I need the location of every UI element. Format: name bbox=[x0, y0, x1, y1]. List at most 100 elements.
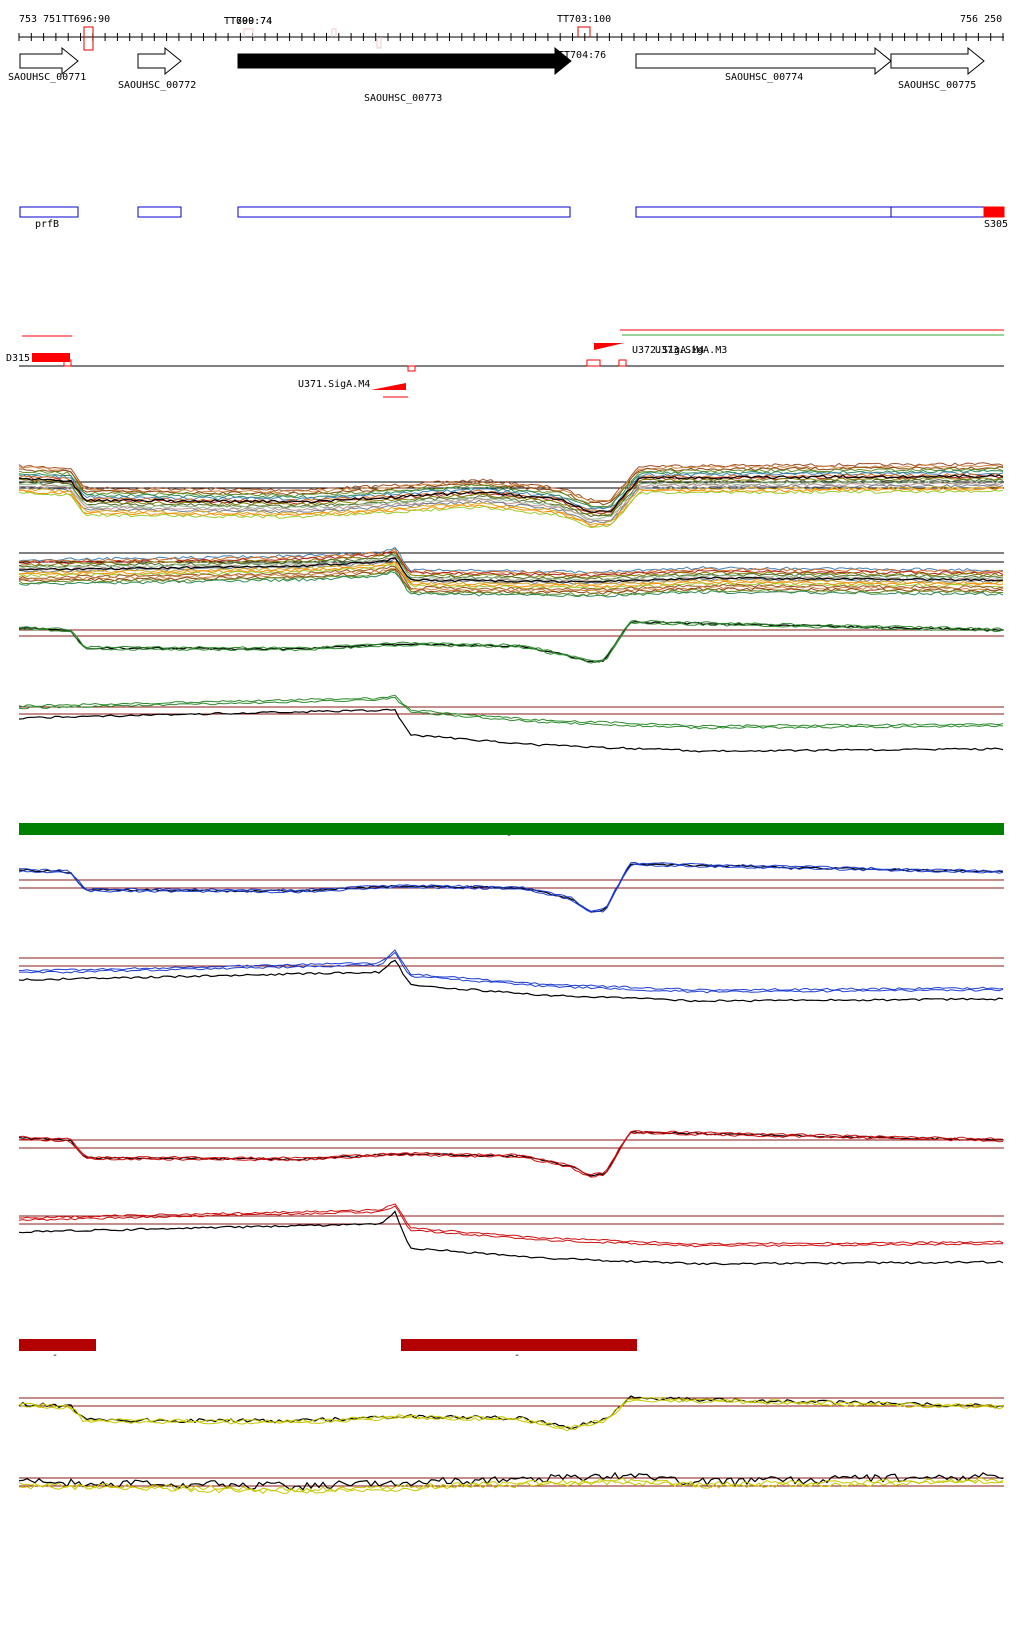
annotation-box bbox=[237, 206, 571, 218]
annotation-box bbox=[19, 206, 79, 218]
green-segment-bar bbox=[19, 823, 1004, 835]
condition-trace bbox=[18, 469, 1004, 509]
dark-red-segment-bar bbox=[19, 1339, 96, 1351]
yellow-trace bbox=[18, 1396, 1004, 1429]
black-trace bbox=[18, 621, 1004, 663]
annotation-label: S305 bbox=[984, 219, 1009, 230]
condition-trace bbox=[18, 487, 1004, 528]
promoter-glyph bbox=[594, 343, 624, 365]
transcript-start-block bbox=[32, 353, 70, 362]
green-trace bbox=[18, 696, 1004, 730]
terminator-label: TT696:90 bbox=[62, 14, 111, 25]
annotation-box bbox=[635, 206, 892, 218]
transcript-label: U371.SigA.M4 bbox=[298, 379, 371, 390]
terminator-glyph bbox=[83, 26, 94, 37]
condition-trace bbox=[18, 474, 1004, 513]
condition-trace bbox=[18, 565, 1004, 591]
blue-trace bbox=[18, 861, 1004, 912]
ruler-start-label: 753 751 bbox=[19, 14, 62, 25]
condition-trace bbox=[18, 556, 1004, 584]
condition-trace bbox=[18, 551, 1004, 578]
ruler-end-label: 756 250 bbox=[960, 14, 1003, 25]
dark-red-segment-bar bbox=[401, 1339, 637, 1351]
condition-trace bbox=[18, 553, 1004, 581]
condition-trace bbox=[18, 557, 1004, 583]
ruler-ticks bbox=[18, 33, 1004, 41]
transcript-label: U373.SigA.M3 bbox=[655, 345, 728, 356]
annotation-label: prfB bbox=[35, 219, 60, 230]
condition-trace bbox=[18, 555, 1004, 582]
transcript-label: D315 bbox=[6, 353, 31, 364]
green-trace bbox=[18, 694, 1004, 728]
condition-trace bbox=[18, 561, 1004, 587]
condition-trace bbox=[18, 546, 1004, 574]
gene-label: SAOUHSC_00773 bbox=[364, 93, 443, 104]
segment-mark: - bbox=[52, 1350, 59, 1361]
terminator-label: TT703:100 bbox=[557, 14, 612, 25]
blue-trace bbox=[18, 949, 1004, 992]
gene-arrow bbox=[890, 46, 985, 76]
red-trace bbox=[18, 1131, 1004, 1178]
condition-trace bbox=[18, 478, 1004, 518]
annotation-box bbox=[137, 206, 182, 218]
gene-arrow bbox=[19, 46, 79, 76]
condition-trace bbox=[18, 489, 1004, 529]
annotation-box-red bbox=[983, 206, 1005, 218]
terminator-glyph bbox=[331, 28, 337, 37]
segment-bars bbox=[19, 823, 1004, 1351]
black-trace bbox=[18, 1471, 1004, 1491]
terminator-glyph bbox=[243, 28, 254, 37]
condition-trace bbox=[18, 482, 1004, 522]
gene-label: SAOUHSC_00771 bbox=[8, 72, 87, 83]
terminator-glyphs bbox=[83, 26, 591, 51]
blue-trace bbox=[18, 863, 1004, 913]
annotation-track bbox=[19, 206, 1005, 218]
terminator-label: TT704:76 bbox=[558, 50, 607, 61]
green-trace bbox=[18, 622, 1004, 664]
gene-label: SAOUHSC_00772 bbox=[118, 80, 197, 91]
black-trace bbox=[18, 1210, 1004, 1266]
blue-trace bbox=[19, 951, 1004, 994]
red-trace bbox=[18, 1130, 1004, 1176]
black-trace bbox=[18, 959, 1004, 1003]
gene-arrow-highlighted bbox=[237, 46, 572, 76]
red-trace bbox=[18, 1205, 1004, 1248]
terminator-glyph bbox=[376, 37, 382, 49]
terminator-label: TT699:74 bbox=[224, 16, 273, 27]
condition-trace bbox=[18, 571, 1004, 598]
condition-trace bbox=[18, 474, 1004, 514]
terminator-glyph bbox=[83, 37, 94, 51]
gene-arrow bbox=[635, 46, 892, 76]
terminator-glyph bbox=[577, 26, 591, 37]
transcript-label: U372.SigA.M4 bbox=[632, 345, 705, 356]
condition-trace bbox=[18, 471, 1004, 510]
segment-mark: - bbox=[506, 830, 513, 841]
annotation-box bbox=[890, 206, 985, 218]
condition-trace bbox=[18, 561, 1004, 588]
green-trace bbox=[18, 619, 1004, 662]
black-trace bbox=[18, 708, 1004, 753]
transcript-track bbox=[19, 329, 1004, 398]
gene-track bbox=[19, 46, 985, 76]
condition-trace bbox=[19, 480, 1004, 520]
coordinate-ruler bbox=[18, 33, 1004, 41]
condition-trace bbox=[18, 485, 1004, 526]
condition-trace bbox=[18, 464, 1004, 503]
red-trace bbox=[19, 1203, 1004, 1246]
gene-label: SAOUHSC_00775 bbox=[898, 80, 977, 91]
black-trace bbox=[18, 1395, 1004, 1430]
promoter-glyph bbox=[371, 367, 406, 390]
gene-label: SAOUHSC_00774 bbox=[725, 72, 804, 83]
condition-trace bbox=[18, 484, 1004, 524]
terminator-label: TT700:74 bbox=[224, 16, 273, 27]
expression-traces bbox=[18, 462, 1004, 1495]
yellow-trace bbox=[18, 1477, 1004, 1493]
gene-arrow bbox=[137, 46, 182, 76]
condition-trace bbox=[18, 476, 1004, 517]
yellow-trace bbox=[18, 1479, 1004, 1495]
yellow-trace bbox=[18, 1399, 1004, 1432]
segment-mark: - bbox=[514, 1350, 521, 1361]
condition-trace bbox=[18, 568, 1004, 595]
